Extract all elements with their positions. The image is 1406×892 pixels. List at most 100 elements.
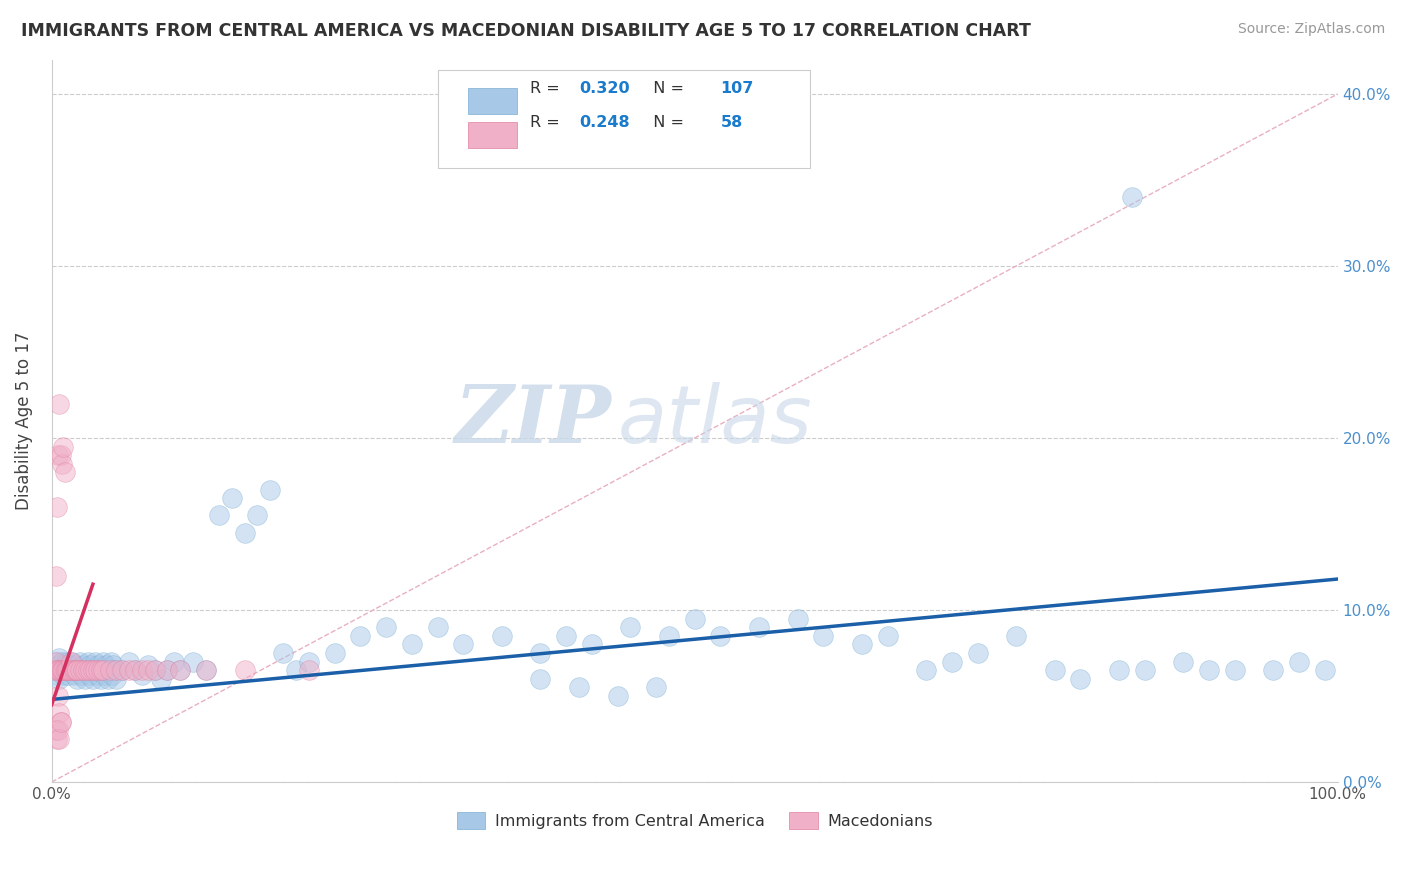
Point	[75, 672, 97, 686]
Point	[813, 629, 835, 643]
Point	[76, 655, 98, 669]
Text: N =: N =	[644, 115, 689, 130]
Point	[915, 663, 938, 677]
Point	[1043, 663, 1066, 677]
Point	[1121, 190, 1143, 204]
Point	[124, 663, 146, 677]
Point	[1263, 663, 1285, 677]
Point	[658, 629, 681, 643]
Text: 0.248: 0.248	[579, 115, 630, 130]
Point	[58, 663, 80, 677]
Point	[91, 663, 114, 677]
Point	[60, 663, 83, 677]
Text: atlas: atlas	[617, 382, 813, 459]
Point	[72, 658, 94, 673]
Point	[97, 672, 120, 686]
Point	[66, 663, 89, 677]
Point	[683, 612, 706, 626]
Text: ZIP: ZIP	[454, 382, 612, 459]
Point	[46, 723, 69, 738]
Point	[48, 672, 70, 686]
Point	[90, 663, 112, 677]
Point	[48, 396, 70, 410]
Point	[98, 663, 121, 677]
Point	[876, 629, 898, 643]
Point	[46, 658, 69, 673]
Point	[581, 637, 603, 651]
Point	[80, 663, 103, 677]
Point	[233, 663, 256, 677]
Point	[73, 663, 96, 677]
Point	[72, 663, 94, 677]
Point	[1223, 663, 1246, 677]
Point	[941, 655, 963, 669]
Point	[45, 655, 67, 669]
Point	[45, 663, 67, 677]
Point	[100, 655, 122, 669]
Point	[82, 672, 104, 686]
Point	[93, 668, 115, 682]
Point	[51, 655, 73, 669]
Text: Source: ZipAtlas.com: Source: ZipAtlas.com	[1237, 22, 1385, 37]
Point	[49, 714, 72, 729]
Text: R =: R =	[530, 115, 565, 130]
Point	[75, 663, 97, 677]
Point	[90, 663, 112, 677]
Point	[349, 629, 371, 643]
Point	[246, 508, 269, 523]
Point	[285, 663, 308, 677]
Point	[143, 663, 166, 677]
Point	[491, 629, 513, 643]
Point	[105, 663, 128, 677]
Point	[1288, 655, 1310, 669]
Point	[46, 689, 69, 703]
Point	[84, 655, 107, 669]
Point	[451, 637, 474, 651]
Point	[46, 448, 69, 462]
Text: 0.320: 0.320	[579, 81, 630, 96]
Point	[619, 620, 641, 634]
Point	[90, 672, 112, 686]
Point	[51, 457, 73, 471]
Text: R =: R =	[530, 81, 565, 96]
Point	[96, 663, 118, 677]
Point	[66, 672, 89, 686]
Point	[45, 731, 67, 746]
Point	[118, 655, 141, 669]
Point	[63, 658, 86, 673]
Point	[568, 681, 591, 695]
Point	[786, 612, 808, 626]
Point	[58, 668, 80, 682]
Y-axis label: Disability Age 5 to 17: Disability Age 5 to 17	[15, 332, 32, 510]
Point	[45, 500, 67, 514]
Point	[143, 663, 166, 677]
Point	[84, 663, 107, 677]
Point	[426, 620, 449, 634]
Point	[56, 663, 79, 677]
Point	[298, 655, 321, 669]
Point	[709, 629, 731, 643]
Point	[69, 663, 91, 677]
Point	[298, 663, 321, 677]
Point	[56, 655, 79, 669]
Point	[1069, 672, 1091, 686]
Point	[59, 658, 82, 673]
Text: 107: 107	[720, 81, 754, 96]
Point	[86, 668, 108, 682]
FancyBboxPatch shape	[437, 70, 810, 168]
Point	[67, 663, 90, 677]
Point	[62, 668, 84, 682]
Point	[1198, 663, 1220, 677]
Point	[55, 663, 77, 677]
Point	[748, 620, 770, 634]
Point	[53, 663, 76, 677]
Point	[1313, 663, 1336, 677]
Point	[966, 646, 988, 660]
Point	[529, 672, 551, 686]
Point	[79, 658, 101, 673]
Point	[82, 663, 104, 677]
Point	[77, 668, 100, 682]
Point	[52, 668, 75, 682]
Point	[70, 668, 93, 682]
Point	[103, 658, 125, 673]
